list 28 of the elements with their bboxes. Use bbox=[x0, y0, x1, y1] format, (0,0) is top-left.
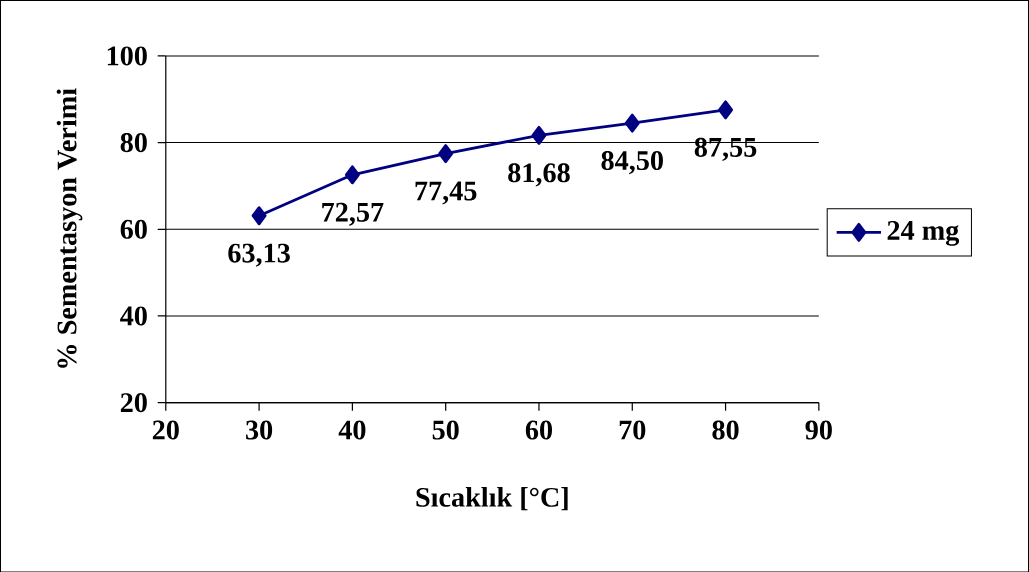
y-axis-title: % Sementasyon Verimi bbox=[56, 88, 83, 368]
point bbox=[344, 165, 360, 185]
data-label: 63,13 bbox=[228, 243, 290, 267]
point bbox=[438, 143, 454, 163]
y-tick-label: 80 bbox=[120, 132, 147, 152]
y-tick-label: 60 bbox=[120, 219, 147, 239]
x-tick-label: 90 bbox=[805, 420, 832, 440]
x-tick-label: 50 bbox=[432, 420, 459, 440]
y-tick-label: 100 bbox=[107, 46, 147, 66]
x-tick-label: 70 bbox=[619, 420, 646, 440]
x-axis-title: Sıcaklık [°C] bbox=[416, 486, 568, 511]
y-tick-label: 20 bbox=[120, 392, 147, 412]
x-tick-label: 20 bbox=[152, 420, 179, 440]
data-label: 84,50 bbox=[601, 150, 663, 174]
legend-label: 24 mg bbox=[887, 220, 960, 246]
data-label: 87,55 bbox=[694, 137, 757, 161]
data-label: 77,45 bbox=[415, 181, 477, 205]
point bbox=[251, 206, 267, 225]
point bbox=[718, 100, 734, 120]
y-tick-label: 40 bbox=[120, 306, 147, 326]
x-tick-label: 60 bbox=[525, 420, 552, 440]
point bbox=[624, 113, 640, 133]
x-tick-label: 80 bbox=[712, 420, 739, 440]
data-label: 72,57 bbox=[322, 202, 384, 226]
x-tick-label: 40 bbox=[338, 420, 366, 440]
data-label: 81,68 bbox=[508, 163, 570, 187]
x-tick-label: 30 bbox=[246, 420, 273, 440]
point bbox=[531, 125, 547, 145]
